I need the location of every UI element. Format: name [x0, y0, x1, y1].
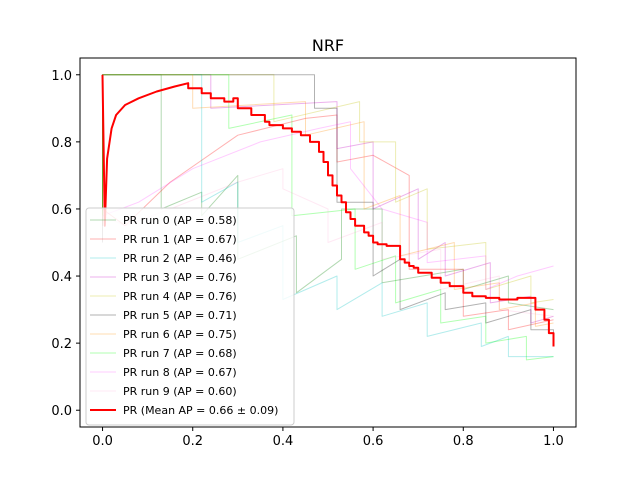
- x-tick-label: 0.8: [453, 434, 474, 449]
- legend: PR run 0 (AP = 0.58) PR run 1 (AP = 0.67)…: [85, 207, 295, 426]
- series-line-10: [101, 74, 555, 347]
- y-tick-label: 0.4: [51, 270, 72, 285]
- legend-label-2: PR run 2 (AP = 0.46): [123, 252, 237, 265]
- series-line-4: [102, 74, 554, 304]
- legend-label-6: PR run 6 (AP = 0.75): [123, 328, 237, 341]
- x-tick-label: 0.6: [363, 434, 384, 449]
- series-line-8: [102, 121, 554, 290]
- legend-label-3: PR run 3 (AP = 0.76): [123, 271, 237, 284]
- x-tick-label: 0.4: [273, 434, 294, 449]
- x-tick-label: 1.0: [543, 434, 564, 449]
- chart-title: NRF: [312, 36, 344, 55]
- legend-label-5: PR run 5 (AP = 0.71): [123, 309, 237, 322]
- legend-label-8: PR run 8 (AP = 0.67): [123, 366, 237, 379]
- y-tick-label: 0.2: [51, 337, 72, 352]
- legend-label-4: PR run 4 (AP = 0.76): [123, 290, 237, 303]
- y-tick-label: 1.0: [51, 69, 72, 84]
- series-line-1: [102, 114, 554, 331]
- plot-frame: [79, 57, 577, 428]
- series-line-5: [102, 74, 554, 344]
- legend-box: [85, 207, 295, 426]
- series-line-2: [102, 74, 554, 358]
- x-tick-label: 0.0: [92, 434, 113, 449]
- x-tick-label: 0.2: [182, 434, 203, 449]
- y-tick-label: 0.8: [51, 136, 72, 151]
- series-layer: [101, 74, 555, 361]
- legend-label-10: PR (Mean AP = 0.66 ± 0.09): [123, 404, 278, 417]
- ticks-layer: 0.0 0.2 0.4 0.6 0.8 1.0 0.0 0.2 0.4 0.6 0.8 1.0: [51, 69, 563, 449]
- legend-label-0: PR run 0 (AP = 0.58): [123, 214, 237, 227]
- legend-label-7: PR run 7 (AP = 0.68): [123, 347, 237, 360]
- legend-label-9: PR run 9 (AP = 0.60): [123, 385, 237, 398]
- series-line-7: [102, 74, 554, 361]
- series-line-6: [102, 74, 554, 327]
- y-tick-label: 0.0: [51, 404, 72, 419]
- y-tick-label: 0.6: [51, 203, 72, 218]
- legend-label-1: PR run 1 (AP = 0.67): [123, 233, 237, 246]
